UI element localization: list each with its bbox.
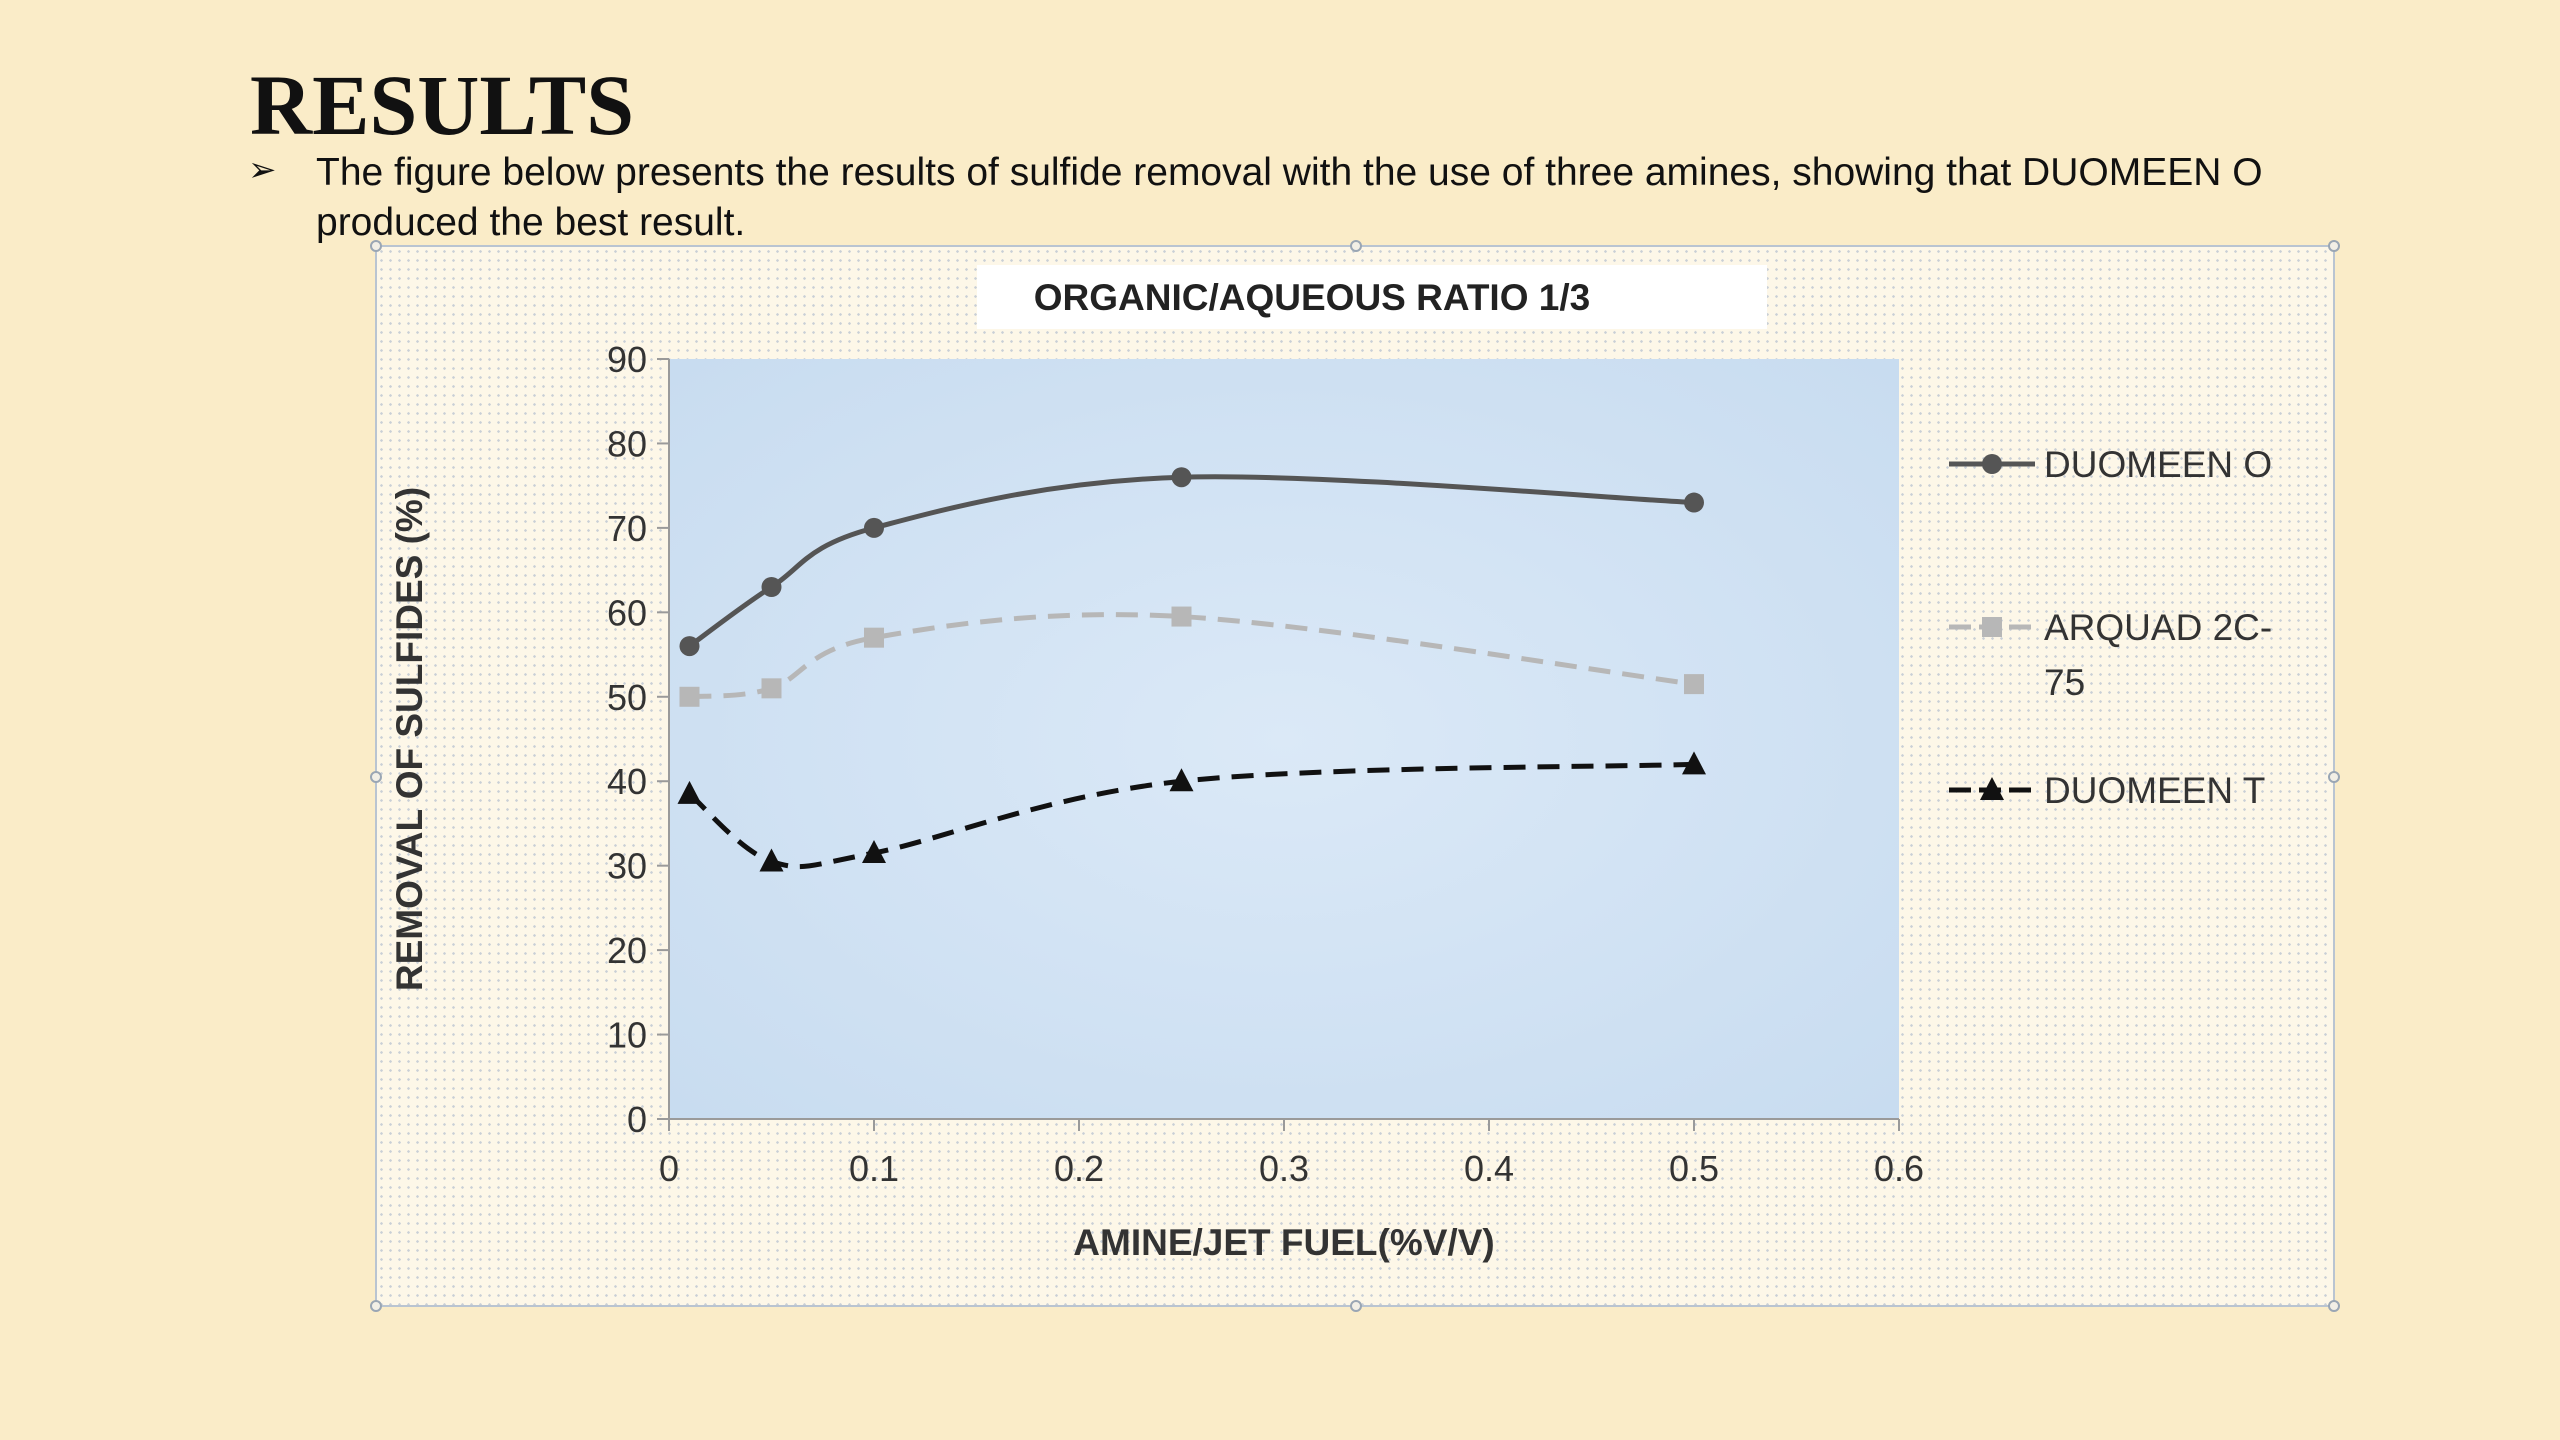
chart-title: ORGANIC/AQUEOUS RATIO 1/3 xyxy=(1034,277,1590,318)
y-tick-label: 40 xyxy=(607,761,647,802)
resize-handle-right[interactable] xyxy=(2328,771,2340,783)
data-point xyxy=(679,686,700,707)
resize-handle-top-right[interactable] xyxy=(2328,240,2340,252)
series-arquad-2c-75 xyxy=(679,606,1704,707)
y-tick-label: 80 xyxy=(607,423,647,464)
legend-label: ARQUAD 2C-75 xyxy=(2044,607,2272,703)
slide-title: RESULTS xyxy=(250,57,635,153)
data-point xyxy=(1171,606,1192,627)
y-tick-label: 30 xyxy=(607,846,647,887)
data-point xyxy=(761,678,782,699)
x-tick-label: 0.6 xyxy=(1874,1148,1924,1189)
chart-frame[interactable]: ORGANIC/AQUEOUS RATIO 1/3 0 10 20 30 40 50 60 7… xyxy=(370,240,2340,1312)
data-point xyxy=(864,627,884,648)
chart-title-box xyxy=(977,265,1767,329)
legend-marker xyxy=(1982,617,2002,637)
data-point xyxy=(1682,751,1706,775)
legend-marker xyxy=(1982,454,2002,474)
legend-label: DUOMEEN T xyxy=(2044,770,2265,811)
y-tick-label: 20 xyxy=(607,930,647,971)
data-point xyxy=(862,840,886,863)
line-chart: ORGANIC/AQUEOUS RATIO 1/3 0 10 20 30 40 50 60 7… xyxy=(389,265,2272,1263)
data-point xyxy=(1684,492,1704,513)
legend-item-arquad-2c-75: ARQUAD 2C-75 xyxy=(1949,607,2272,703)
resize-handle-bottom-right[interactable] xyxy=(2328,1300,2340,1312)
resize-handle-left[interactable] xyxy=(370,771,382,783)
data-point xyxy=(1171,467,1192,488)
resize-handle-bottom[interactable] xyxy=(1350,1300,1362,1312)
y-tick-label: 50 xyxy=(607,677,647,718)
plot-area xyxy=(669,359,1899,1119)
legend-marker xyxy=(1980,777,2004,800)
y-tick-label: 0 xyxy=(627,1099,647,1140)
legend-label: DUOMEEN O xyxy=(2044,444,2272,485)
resize-handle-top-left[interactable] xyxy=(370,240,382,252)
x-axis-label: AMINE/JET FUEL(%V/V) xyxy=(1073,1222,1494,1263)
series-duomeen-o xyxy=(679,467,1704,657)
x-tick-label: 0.4 xyxy=(1464,1148,1514,1189)
x-tick-label: 0.5 xyxy=(1669,1148,1719,1189)
y-tick-label: 70 xyxy=(607,508,647,549)
data-point xyxy=(761,577,782,597)
series-duomeen-t xyxy=(677,751,1706,872)
legend-item-duomeen-t: DUOMEEN T xyxy=(1949,770,2265,811)
resize-handle-top[interactable] xyxy=(1350,240,1362,252)
data-point xyxy=(864,517,884,538)
data-point xyxy=(677,780,702,804)
x-tick-label: 0 xyxy=(659,1148,679,1189)
legend-item-duomeen-o: DUOMEEN O xyxy=(1949,444,2272,485)
bullet-text: The figure below presents the results of… xyxy=(316,151,2263,244)
x-tick-label: 0.1 xyxy=(849,1148,899,1189)
resize-handle-bottom-left[interactable] xyxy=(370,1300,382,1312)
arrow-bullet-icon: ➢ xyxy=(248,151,277,189)
x-tick-label: 0.2 xyxy=(1054,1148,1104,1189)
y-tick-label: 90 xyxy=(607,339,647,380)
y-tick-label: 60 xyxy=(607,592,647,633)
data-point xyxy=(1169,768,1194,792)
data-point xyxy=(759,848,784,872)
data-point xyxy=(1684,674,1704,695)
x-tick-label: 0.3 xyxy=(1259,1148,1309,1189)
y-tick-label: 10 xyxy=(607,1015,647,1056)
data-point xyxy=(679,636,700,657)
y-axis-label: REMOVAL OF SULFIDES (%) xyxy=(389,487,430,991)
